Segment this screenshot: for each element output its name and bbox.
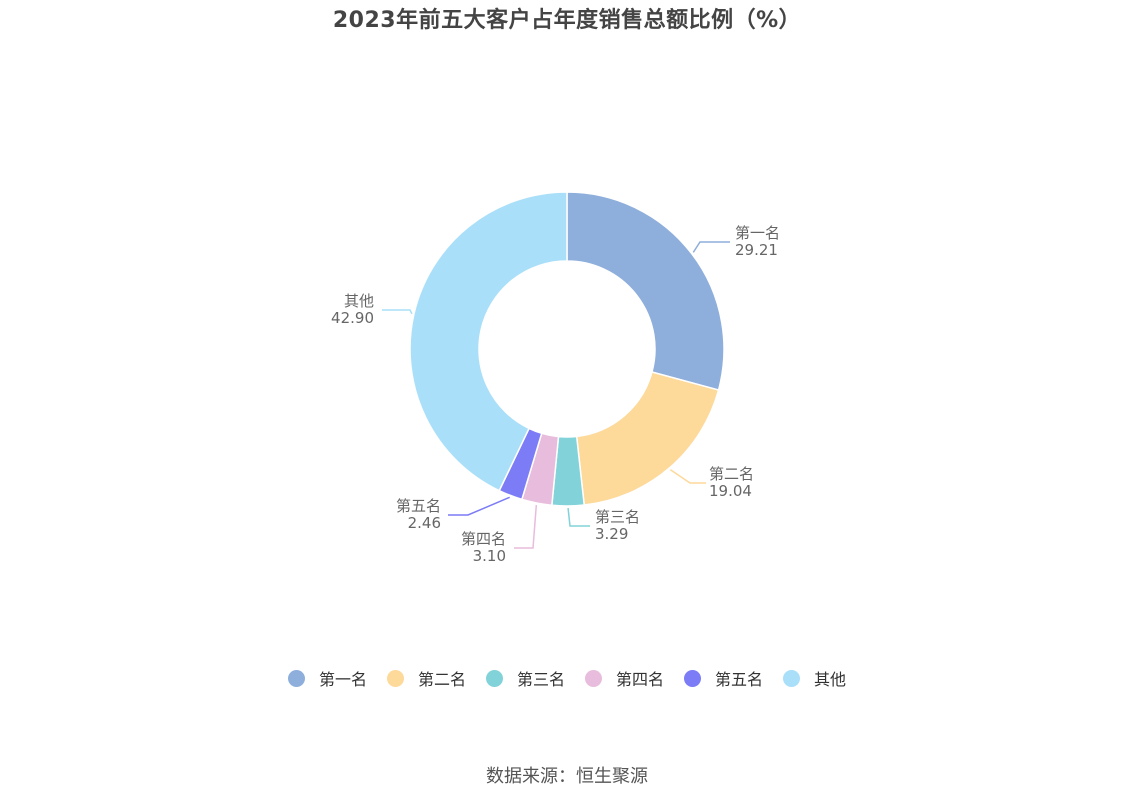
leader-line-3	[567, 507, 590, 527]
slice-value-label-4: 3.10	[473, 547, 506, 565]
legend-item-6[interactable]: 其他	[783, 666, 846, 690]
slice-name-label-5: 第五名	[396, 497, 441, 515]
leader-line-4	[514, 504, 538, 549]
slice-name-label-2: 第二名	[709, 465, 754, 483]
leader-line-1	[692, 241, 730, 253]
slices-layer	[409, 191, 725, 507]
legend-label: 第五名	[715, 670, 764, 689]
legend: 第一名 第二名 第三名 第四名 第五名 其他	[0, 666, 1134, 690]
legend-item-1[interactable]: 第一名	[287, 666, 367, 690]
leader-lines-layer	[382, 241, 730, 549]
slice-2[interactable]	[575, 371, 720, 506]
legend-label: 第四名	[616, 670, 665, 689]
leader-line-5	[448, 496, 510, 516]
legend-marker	[386, 669, 404, 687]
slice-1[interactable]	[566, 191, 725, 391]
slice-value-label-2: 19.04	[709, 482, 752, 500]
legend-marker	[783, 669, 801, 687]
legend-item-3[interactable]: 第三名	[485, 666, 565, 690]
legend-label: 第二名	[417, 670, 466, 689]
slice-name-label-1: 第一名	[735, 224, 780, 242]
legend-marker	[585, 669, 602, 687]
legend-marker	[485, 669, 503, 687]
source-note: 数据来源：恒生聚源	[486, 766, 648, 787]
leader-line-6	[382, 309, 413, 315]
legend-item-2[interactable]: 第二名	[386, 666, 466, 690]
slice-name-label-6: 其他	[344, 292, 374, 310]
legend-item-4[interactable]: 第四名	[585, 666, 664, 690]
slice-value-label-5: 2.46	[408, 514, 441, 532]
legend-label: 其他	[814, 670, 847, 689]
slice-name-label-4: 第四名	[461, 530, 506, 548]
slice-value-label-3: 3.29	[595, 525, 628, 543]
legend-label: 第三名	[516, 670, 565, 689]
chart-title: 2023年前五大客户占年度销售总额比例（%）	[332, 8, 802, 33]
slice-value-label-6: 42.90	[331, 309, 374, 327]
legend-item-5[interactable]: 第五名	[684, 666, 763, 690]
slice-name-label-3: 第三名	[595, 508, 640, 526]
slice-6[interactable]	[409, 191, 568, 492]
legend-label: 第一名	[318, 670, 367, 689]
leader-line-2	[669, 469, 706, 484]
slice-value-label-1: 29.21	[735, 241, 778, 259]
legend-marker	[684, 669, 702, 687]
legend-marker	[287, 669, 305, 687]
